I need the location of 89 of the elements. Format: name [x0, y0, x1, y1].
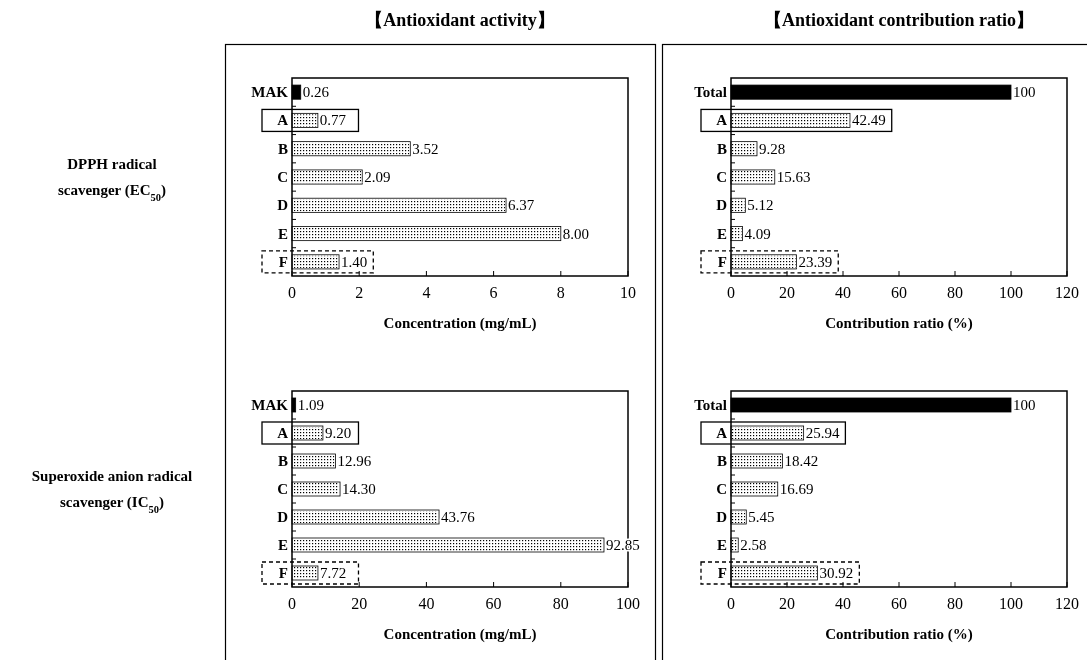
y-tick-label: A: [716, 112, 728, 129]
data-label: 25.94: [805, 425, 840, 441]
data-label: 30.92: [819, 565, 854, 581]
x-tick-label: 20: [351, 595, 368, 612]
y-tick-label: E: [277, 537, 288, 553]
x-tick-label: 20: [779, 284, 795, 301]
data-label: 12.96: [337, 453, 372, 469]
x-tick-label: 80: [947, 284, 963, 301]
text: DPPH radical scavenger (EC$_{50}$): [57, 156, 167, 203]
data-label: 3.52: [412, 140, 439, 157]
data-label: 1.40: [341, 253, 368, 270]
x-tick-label: 8: [556, 284, 565, 301]
y-tick-label: D: [716, 197, 728, 214]
x-tick-label: 60: [891, 595, 907, 612]
x-tick-label: 6: [489, 284, 498, 301]
y-tick-label: B: [277, 453, 288, 469]
data-label: 5.45: [748, 509, 775, 525]
x-tick-label: 0: [727, 595, 735, 612]
y-tick-label: D: [277, 509, 289, 525]
x-tick-label: 100: [616, 595, 640, 612]
data-label: 6.37: [508, 197, 535, 214]
y-tick-label: C: [716, 169, 727, 185]
data-label: 7.72: [319, 565, 347, 581]
data-label: 14.30: [342, 481, 376, 497]
x-tick-label: 80: [552, 595, 569, 612]
data-label: 43.76: [441, 509, 476, 525]
text: Superoxide anion radical scavenger (IC$_{50}$): [31, 468, 193, 515]
y-tick-label: E: [716, 225, 727, 242]
y-tick-label: F: [717, 253, 727, 270]
y-tick-label: B: [277, 140, 288, 157]
x-tick-label: 100: [999, 284, 1023, 301]
y-tick-label: Total: [694, 397, 727, 413]
x-tick-label: 60: [485, 595, 502, 612]
data-label: 100: [1013, 84, 1036, 101]
x-tick-label: 0: [288, 595, 296, 612]
y-tick-label: F: [278, 253, 288, 270]
y-tick-label: Total: [694, 84, 727, 101]
x-tick-label: 10: [620, 284, 636, 301]
y-tick-label: C: [716, 481, 727, 497]
data-label: 2.09: [364, 169, 391, 185]
y-tick-label: E: [716, 537, 727, 553]
data-label: 5.12: [747, 197, 774, 214]
data-label: 0.77: [319, 112, 347, 129]
x-axis-title: Contribution ratio (%): [825, 626, 973, 643]
y-tick-label: A: [716, 425, 728, 441]
x-tick-label: 20: [779, 595, 795, 612]
data-label: 100: [1013, 397, 1036, 413]
data-label: 23.39: [798, 253, 833, 270]
y-tick-label: A: [277, 112, 289, 129]
x-tick-label: 40: [835, 595, 851, 612]
x-tick-label: 0: [727, 284, 735, 301]
data-label: 42.49: [851, 112, 886, 129]
y-tick-label: B: [716, 140, 727, 157]
data-label: 15.63: [776, 169, 811, 185]
y-tick-label: B: [716, 453, 727, 469]
x-axis-title: Concentration (mg/mL): [383, 315, 537, 332]
x-tick-label: 60: [891, 284, 907, 301]
data-label: 4.09: [744, 225, 771, 242]
data-label: 18.42: [784, 453, 819, 469]
x-tick-label: 4: [422, 284, 431, 301]
x-tick-label: 0: [288, 284, 296, 301]
data-label: 0.26: [302, 84, 330, 101]
y-tick-label: D: [716, 509, 728, 525]
y-tick-label: E: [277, 225, 288, 242]
data-label: 8.00: [562, 225, 590, 242]
data-label: 16.69: [779, 481, 814, 497]
y-tick-label: D: [277, 197, 289, 214]
data-label: 9.20: [324, 425, 352, 441]
y-tick-label: C: [277, 481, 288, 497]
y-tick-label: A: [277, 425, 289, 441]
x-tick-label: 40: [835, 284, 851, 301]
x-tick-label: 40: [418, 595, 435, 612]
x-tick-label: 120: [1055, 595, 1079, 612]
chart-title: 【Antioxidant activity】: [365, 10, 555, 30]
y-tick-label: C: [277, 169, 288, 185]
y-tick-label: MAK: [251, 84, 289, 101]
x-axis-title: Contribution ratio (%): [825, 315, 973, 332]
data-label: 2.58: [740, 537, 767, 553]
x-tick-label: 2: [355, 284, 364, 301]
x-tick-label: 80: [947, 595, 963, 612]
y-tick-label: MAK: [251, 397, 289, 413]
data-label: 1.09: [297, 397, 324, 413]
y-tick-label: F: [278, 565, 288, 581]
data-label: 9.28: [758, 140, 786, 157]
y-tick-label: F: [717, 565, 727, 581]
x-tick-label: 120: [1055, 284, 1079, 301]
x-axis-title: Concentration (mg/mL): [383, 626, 537, 643]
chart-title: 【Antioxidant contribution ratio】: [763, 10, 1035, 30]
x-tick-label: 100: [999, 595, 1023, 612]
